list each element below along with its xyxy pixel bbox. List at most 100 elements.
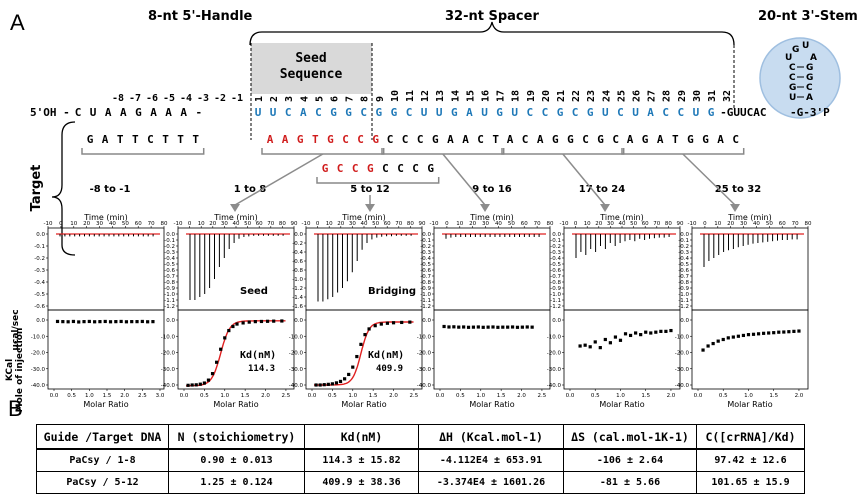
spacer-position: 17 [496,90,507,102]
target-base: A [627,133,634,146]
time-tick-label: 20 [727,221,734,227]
hairpin-base: A [810,53,817,63]
enthalpy-tick-label: -30.0 [547,367,562,373]
arrow-head [480,204,490,212]
ratio-tick-label: 0.0 [308,393,317,399]
target-base: A [282,133,289,146]
isotherm-point [334,381,339,385]
target-base: G [597,133,604,146]
power-tick-label: -1.0 [164,292,175,298]
enthalpy-tick-label: -40.0 [31,383,46,389]
isotherm-point [721,337,725,342]
ratio-tick-label: 1.0 [476,393,485,399]
target-base: A [102,133,109,146]
time-tick-label: 40 [233,221,240,227]
time-tick-label: 0 [703,221,707,227]
isotherm-point [649,331,653,335]
spacer-base: U [436,106,443,119]
arrow-head [365,204,375,212]
isotherm-point [385,321,390,325]
thermogram-frame [47,227,165,311]
isotherm-point [491,325,495,329]
target-arrow [442,153,486,206]
power-tick-label: -0.6 [550,268,561,274]
time-tick-label: 20 [337,221,344,227]
bridge-base: C [352,162,359,175]
thermogram-frame [433,227,551,311]
spacer-base: A [300,106,307,119]
isotherm-point [151,320,155,324]
ratio-tick-label: 0.5 [456,393,465,399]
isotherm-point [347,372,351,377]
isotherm-point [639,333,643,337]
target-base: G [642,133,649,146]
enthalpy-tick-label: -20.0 [547,351,562,357]
ratio-tick-label: 1.0 [348,393,357,399]
hairpin-base: C [789,73,796,83]
time-tick-label: 0 [59,221,63,227]
spacer-base: A [466,106,473,119]
spacer-position: 16 [481,90,492,102]
ratio-tick-label: 0.5 [67,393,76,399]
bridge-base: G [367,162,374,175]
power-tick-label: -0.9 [678,286,689,292]
ratio-tick-label: 2.0 [667,393,676,399]
target-base: T [162,133,169,146]
table-cell: -3.374E4 ± 1601.26 [418,471,564,494]
hairpin-base: U [785,53,792,63]
handle-base: A [180,106,187,119]
power-tick-label: 0.0 [680,232,689,238]
isotherm-point [664,329,668,333]
time-tick-label: 40 [109,221,116,227]
spacer-base: G [345,106,352,119]
table-cell: 114.3 ± 15.82 [304,448,419,472]
target-base: A [537,133,544,146]
handle-position: -6 [146,93,158,104]
seed-box [251,43,372,94]
kd-label: Kd(nM) [240,350,276,361]
handle-base: A [165,106,172,119]
ratio-tick-label: 1.5 [103,393,112,399]
isotherm-point [525,325,529,329]
isotherm-point [608,341,612,345]
isotherm-point [767,331,771,335]
spacer-base: G [451,106,458,119]
seed-label-2: Sequence [280,67,343,82]
ratio-tick-label: 1.0 [220,393,229,399]
spacer-position: 31 [707,90,718,102]
isotherm-point [701,348,705,352]
isotherm-point [215,360,219,364]
isotherm-point [711,341,715,346]
time-axis-label: Time (min) [83,213,127,222]
ratio-tick-label: 1.0 [616,393,625,399]
isotherm-point [87,319,91,324]
isotherm-point [501,325,505,329]
isotherm-point [363,333,367,337]
isotherm-point [186,383,190,387]
power-tick-label: 0.0 [294,232,303,238]
spacer-base: G [708,106,715,119]
isotherm-point [247,320,251,324]
isotherm-point [644,330,648,334]
table-cell: -4.112E4 ± 653.91 [418,448,564,472]
power-tick-label: -0.8 [550,280,561,286]
power-tick-label: -0.1 [678,238,689,244]
target-base: C [477,133,484,146]
itc-panel: Time (min) -10 0 10 20 30 40 50 60 70 80 90 0.0 -0.2 -… [289,213,426,409]
target-base: G [297,133,304,146]
target-base: A [267,133,274,146]
ratio-tick-label: 2.0 [120,393,129,399]
itc-panel: Time (min)-10 0 10 20 30 40 50 60 70 80 900.0-0.1-… [161,213,298,409]
ratio-tick-label: 3.0 [156,393,165,399]
power-tick-label: -1.2 [420,304,431,310]
thermo-table: Guide /Target DNA N (stoichiometry) Kd(n… [36,424,805,494]
isotherm-point [219,347,223,351]
handle-position: -5 [163,93,175,104]
isotherm-point [77,320,81,324]
itc-panel: Time (min) -10 0 10 20 30 40 50 60 70 80 0.0 -0.1 -0.… [31,213,168,409]
isotherm-point [736,334,740,338]
enthalpy-tick-label: 0.0 [36,318,45,324]
target-base: C [417,133,424,146]
target-range: 1 to 8 [234,184,267,195]
time-tick-label: 40 [361,221,368,227]
